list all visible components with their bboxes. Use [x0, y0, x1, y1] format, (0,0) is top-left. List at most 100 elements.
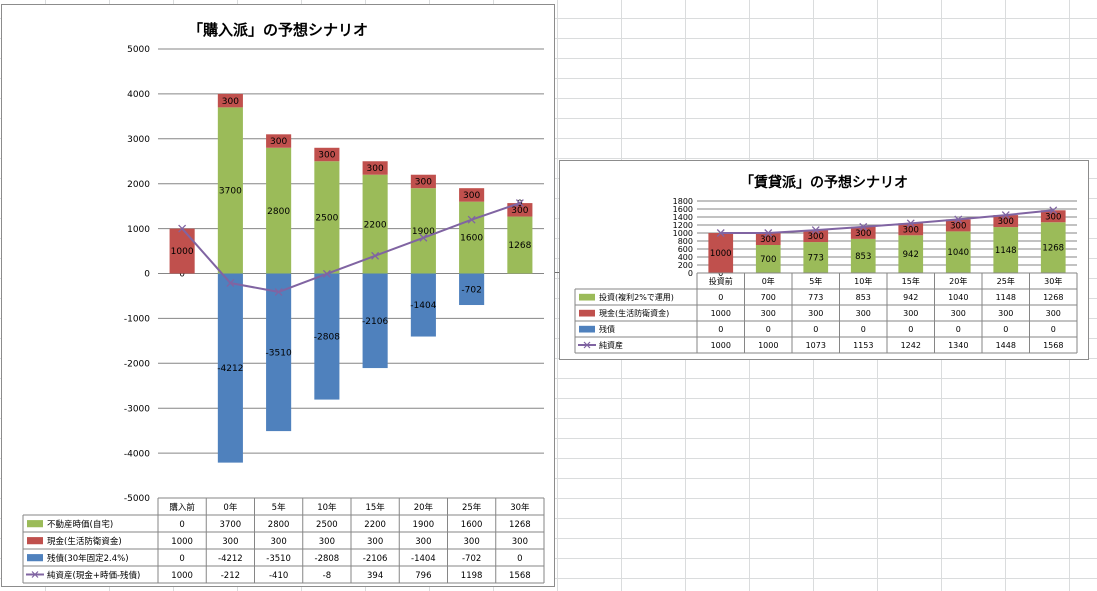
table-cell: 394: [367, 571, 383, 581]
table-header: 5年: [809, 276, 822, 286]
bar-segment: [459, 273, 485, 306]
bar-segment: [993, 227, 1019, 273]
bar-segment: [803, 242, 829, 273]
chart-purchase-svg: 「購入派」の予想シナリオ500040003000200010000-1000-2…: [22, 21, 545, 584]
table-cell: 300: [464, 537, 480, 547]
chart-rental-scenario[interactable]: 「賃貸派」の予想シナリオ 1800 1600 1400 1200 1000 800 600 40…: [559, 160, 1089, 360]
bar-segment: [850, 238, 876, 273]
data-label: 300: [511, 206, 528, 216]
y-tick-label: 1600: [673, 205, 693, 214]
table-cell: 300: [808, 309, 823, 318]
data-label: -2106: [362, 317, 388, 327]
net-asset-marker: [419, 233, 428, 242]
bar-segment: [314, 273, 340, 400]
data-label: 1000: [171, 247, 194, 257]
legend-label: 残債(30年固定2.4%): [47, 553, 129, 564]
y-tick-label: 2000: [127, 180, 150, 190]
bar-segment: [266, 134, 292, 148]
table-cell: -4212: [218, 554, 243, 564]
data-label: -1404: [410, 301, 436, 311]
table-cell: 300: [222, 537, 238, 547]
bar-segment: [314, 161, 340, 274]
net-asset-marker: [716, 229, 725, 237]
bar-segment: [362, 161, 388, 175]
table-cell: -2808: [315, 554, 340, 564]
table-cell: 300: [512, 537, 528, 547]
legend-label: 不動産時価(自宅): [47, 519, 113, 530]
table-cell: 2200: [364, 520, 386, 530]
legend-label: 純資産(現金+時価-残債): [47, 570, 140, 581]
table-header: 10年: [317, 502, 337, 513]
table-cell: 942: [903, 293, 918, 302]
table-cell: 0: [718, 325, 723, 334]
y-tick-label: -5000: [124, 494, 150, 504]
data-label: 300: [415, 178, 432, 188]
table-cell: 1000: [758, 341, 778, 350]
table-cell: 1153: [853, 341, 873, 350]
table-header: 20年: [414, 502, 434, 513]
legend-key-marker: [583, 341, 591, 349]
bar-segment: [850, 226, 876, 239]
net-asset-marker: [322, 269, 331, 278]
table-cell: -212: [221, 571, 240, 581]
bar-segment: [708, 233, 734, 273]
net-asset-line: [720, 209, 1054, 234]
table-cell: 300: [761, 309, 776, 318]
table-header: 5年: [272, 502, 286, 513]
table-cell: 0: [956, 325, 961, 334]
bar-segment: [410, 188, 436, 274]
data-label: 853: [855, 252, 871, 262]
legend-key-marker: [31, 571, 39, 578]
table-cell: 1040: [948, 293, 968, 302]
data-label: 300: [1045, 212, 1061, 222]
y-tick-label: 800: [678, 237, 693, 246]
y-tick-label: -3000: [124, 404, 150, 414]
y-tick-label: 1000: [127, 225, 150, 235]
bar-segment: [459, 188, 485, 202]
bar-segment: [169, 228, 195, 274]
table-cell: -1404: [411, 554, 436, 564]
table-cell: 0: [179, 554, 184, 564]
chart-purchase-scenario[interactable]: 「購入派」の予想シナリオ 5000 4000 3000 2000 1000 0 -1000 -2…: [1, 4, 555, 587]
legend-key: [579, 325, 595, 333]
table-cell: 300: [856, 309, 871, 318]
data-label: 1900: [412, 227, 435, 237]
table-cell: 1568: [509, 571, 531, 581]
data-label: 300: [463, 191, 480, 201]
table-header: 10年: [854, 276, 872, 286]
data-label: 700: [760, 255, 776, 265]
bar-segment: [410, 273, 436, 337]
bar-segment: [755, 233, 781, 245]
table-cell: 0: [861, 325, 866, 334]
data-label: 1148: [995, 246, 1017, 256]
data-label: 300: [998, 217, 1014, 227]
table-cell: 300: [903, 309, 918, 318]
table-header: 30年: [510, 502, 530, 513]
bar-segment: [1040, 222, 1066, 273]
table-cell: 300: [998, 309, 1013, 318]
legend-key: [27, 520, 43, 528]
legend-label: 現金(生活防衛資金): [47, 536, 122, 547]
bar-segment: [410, 174, 436, 189]
bar-segment: [507, 216, 533, 274]
data-label: -702: [461, 285, 481, 295]
data-label: 0: [517, 199, 523, 209]
table-cell: 0: [766, 325, 771, 334]
net-asset-marker: [1001, 211, 1010, 220]
y-tick-label: 1200: [673, 221, 693, 230]
table-cell: -2106: [363, 554, 388, 564]
table-header: 0年: [762, 276, 775, 286]
legend-label: 現金(生活防衛資金): [599, 308, 669, 318]
y-tick-label: 1400: [673, 213, 693, 222]
data-label: 2200: [364, 220, 387, 230]
net-asset-marker: [274, 287, 283, 296]
table-cell: 0: [813, 325, 818, 334]
net-asset-marker: [811, 226, 820, 235]
table-cell: 1000: [711, 341, 731, 350]
bar-segment: [217, 107, 243, 274]
y-tick-label: 200: [678, 261, 693, 270]
data-label: 300: [367, 164, 384, 174]
table-cell: 2500: [316, 520, 338, 530]
y-tick-label: 4000: [127, 90, 150, 100]
table-cell: -8: [323, 571, 331, 581]
